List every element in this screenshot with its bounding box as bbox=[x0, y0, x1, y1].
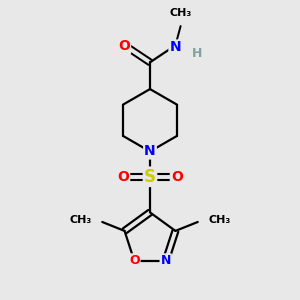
Text: O: O bbox=[171, 170, 183, 184]
Text: CH₃: CH₃ bbox=[70, 215, 92, 226]
Text: CH₃: CH₃ bbox=[208, 215, 230, 226]
Text: N: N bbox=[160, 254, 171, 267]
Text: N: N bbox=[144, 145, 156, 158]
Text: O: O bbox=[129, 254, 140, 267]
Text: S: S bbox=[144, 168, 156, 186]
Text: O: O bbox=[118, 39, 130, 53]
Text: O: O bbox=[117, 170, 129, 184]
Text: N: N bbox=[169, 40, 181, 55]
Text: CH₃: CH₃ bbox=[169, 8, 192, 18]
Text: H: H bbox=[191, 47, 202, 61]
